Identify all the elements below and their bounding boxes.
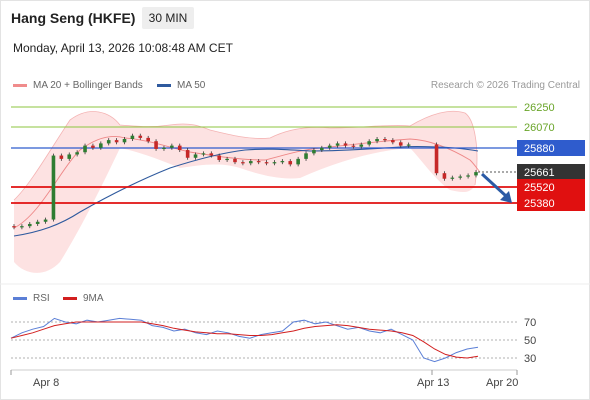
candle-up (458, 176, 463, 178)
candle-down (264, 162, 269, 164)
candle-down (256, 161, 261, 163)
price-label-26250: 26250 (524, 102, 555, 114)
candle-up (130, 135, 135, 139)
price-label-25880: 25880 (524, 143, 555, 155)
candle-down (442, 173, 447, 179)
candle-down (288, 161, 293, 165)
legend-rsi: RSI (13, 293, 50, 304)
candle-up (162, 147, 166, 150)
candle-up (406, 144, 411, 146)
price-label-25380: 25380 (524, 198, 555, 210)
candle-down (177, 145, 182, 151)
last-price-label: 25661 (524, 167, 555, 179)
candle-up (359, 144, 364, 147)
candle-up (170, 145, 174, 148)
candle-up (51, 155, 56, 220)
instrument-title: Hang Seng (HKFE) (11, 10, 136, 26)
candle-down (114, 140, 119, 143)
candle-up (375, 139, 379, 142)
candle-down (91, 145, 95, 148)
rsi-tick-70: 70 (524, 317, 536, 329)
candle-up (367, 141, 371, 145)
bollinger-upper-line (13, 110, 478, 201)
candle-up (327, 145, 332, 148)
legend-bollinger-label: MA 20 + Bollinger Bands (33, 80, 143, 91)
price-label-25520: 25520 (524, 182, 555, 194)
candle-down (146, 137, 150, 142)
price-tag-25380-bg (517, 195, 585, 211)
price-tag-25520-bg (517, 179, 585, 195)
legend-ma50: MA 50 (157, 80, 205, 91)
timestamp: Monday, April 13, 2026 10:08:48 AM CET (13, 41, 233, 55)
candle-down (351, 145, 356, 147)
candle-up (312, 150, 316, 154)
copyright-notice: Research © 2026 Trading Central (430, 80, 580, 91)
candle-down (154, 141, 158, 149)
x-label-apr8: Apr 8 (33, 377, 60, 389)
candle-up (474, 172, 478, 176)
candle-up (280, 161, 285, 163)
candle-up (35, 221, 40, 224)
candle-down (12, 226, 16, 228)
price-tag-25880-bg (517, 140, 585, 156)
candle-down (209, 153, 214, 156)
rsi-tick-30: 30 (524, 353, 536, 365)
candle-up (320, 147, 324, 151)
candle-up (106, 140, 111, 144)
candlesticks (12, 133, 478, 230)
legend-9ma: 9MA (63, 293, 104, 304)
legend-9ma-label: 9MA (83, 293, 104, 304)
legend-ma50-swatch (157, 84, 171, 87)
candle-up (83, 145, 87, 153)
ma50-line (13, 146, 479, 237)
candle-up (225, 158, 229, 161)
candle-up (99, 143, 103, 148)
candle-up (466, 175, 470, 177)
last-price-tag-bg (517, 164, 585, 180)
candle-up (20, 226, 24, 228)
candle-up (248, 161, 253, 164)
candle-up (272, 162, 277, 164)
candle-up (201, 153, 206, 155)
candle-down (185, 150, 190, 158)
legend-rsi-label: RSI (33, 293, 50, 304)
candle-up (193, 154, 198, 158)
candle-up (27, 223, 32, 227)
candle-down (391, 140, 395, 143)
rsi-tick-50: 50 (524, 335, 536, 347)
rsi-line (10, 317, 479, 363)
x-label-apr13: Apr 13 (417, 377, 450, 389)
candle-down (241, 162, 245, 164)
candle-up (335, 143, 340, 146)
candle-down (217, 155, 222, 160)
candle-down (233, 158, 237, 163)
candle-up (43, 219, 48, 222)
bollinger-band (14, 111, 477, 273)
x-label-apr20: Apr 20 (486, 377, 519, 389)
legend-bollinger: MA 20 + Bollinger Bands (13, 80, 143, 91)
candle-up (450, 177, 455, 179)
rsi-9ma-line (10, 321, 479, 359)
projection-arrow (480, 172, 512, 203)
candle-down (138, 135, 143, 138)
price-label-26070: 26070 (524, 122, 555, 134)
legend-ma50-label: MA 50 (177, 80, 206, 91)
candle-up (122, 139, 127, 143)
candle-up (67, 154, 72, 159)
timeframe-button[interactable]: 30 MIN (142, 7, 194, 29)
candle-up (75, 152, 79, 155)
candle-down (59, 155, 64, 159)
legend-9ma-swatch (63, 297, 77, 300)
candle-up (296, 158, 300, 165)
candle-up (304, 153, 308, 159)
legend-rsi-swatch (13, 297, 27, 300)
candle-down (383, 139, 387, 141)
legend-bollinger-swatch (13, 84, 27, 87)
candle-down (343, 143, 348, 146)
candle-down (398, 142, 403, 146)
candle-down (434, 144, 439, 174)
